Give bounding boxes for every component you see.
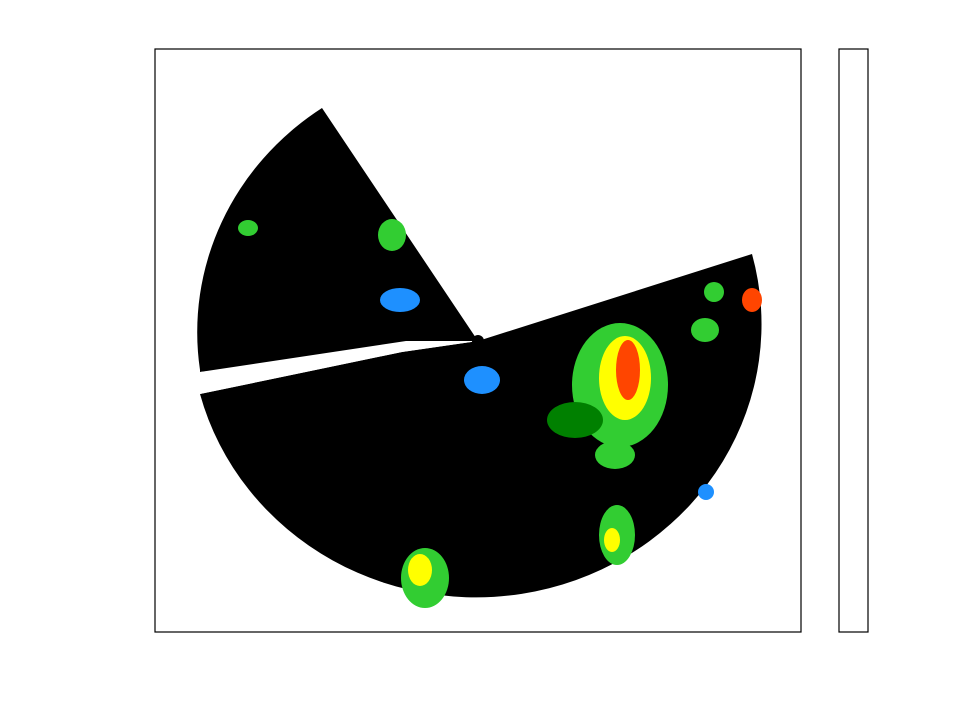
storm-cell-west xyxy=(238,220,258,236)
storm-cell-south-core xyxy=(408,554,432,586)
colorbar-frame xyxy=(838,48,869,633)
storm-cell-east-peak xyxy=(616,340,640,400)
storm-cells xyxy=(238,219,762,608)
storm-cell-northwest xyxy=(380,288,420,312)
storm-cell-east-small xyxy=(698,484,714,500)
radar-site-marker xyxy=(472,335,484,347)
storm-cell-north xyxy=(378,219,406,251)
beam-blockage-sliver xyxy=(200,341,478,394)
plot-frame xyxy=(154,48,802,633)
storm-cell-edge-east xyxy=(742,288,762,312)
storm-cell-far-east xyxy=(691,318,719,342)
storm-cell-east-south xyxy=(595,441,635,469)
storm-cell-southeast-core xyxy=(604,528,620,552)
storm-cell-east-tail xyxy=(547,402,603,438)
storm-cell-center xyxy=(464,366,500,394)
radar-coverage-echo xyxy=(197,108,479,372)
storm-cell-northeast xyxy=(704,282,724,302)
